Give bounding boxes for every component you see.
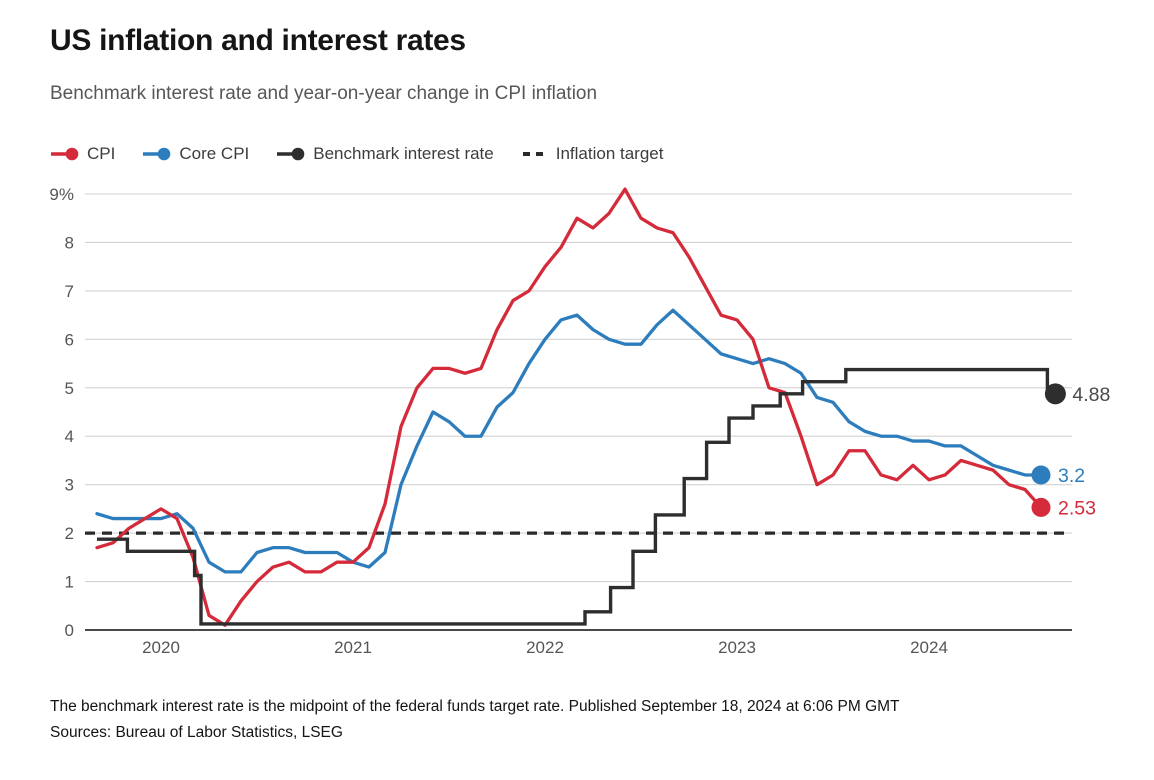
svg-text:2022: 2022 <box>526 638 564 657</box>
svg-text:2021: 2021 <box>334 638 372 657</box>
svg-text:2.53: 2.53 <box>1058 497 1096 519</box>
core-cpi-line-dot-icon <box>143 147 171 161</box>
cpi-line-dot-icon <box>51 147 79 161</box>
svg-text:7: 7 <box>65 282 74 301</box>
legend-label-inflation-target: Inflation target <box>555 144 664 163</box>
legend-item-benchmark: Benchmark interest rate <box>276 144 494 164</box>
svg-text:4.88: 4.88 <box>1072 384 1110 406</box>
legend-label-core-cpi: Core CPI <box>179 144 250 163</box>
svg-text:4: 4 <box>65 427 74 446</box>
page-subtitle: Benchmark interest rate and year-on-year… <box>50 83 598 104</box>
inflation-interest-rates-chart: 9% 8 7 6 5 4 3 2 1 0 2020 2021 2022 2023 2024 3.2 2.53 4.… <box>49 185 1110 657</box>
svg-text:9%: 9% <box>49 185 74 204</box>
svg-text:3: 3 <box>65 476 74 495</box>
svg-text:2: 2 <box>65 524 74 543</box>
svg-text:8: 8 <box>65 233 74 252</box>
benchmark-line-dot-icon <box>277 147 305 161</box>
inflation-target-dashes-icon <box>522 152 547 156</box>
legend-label-cpi: CPI <box>87 144 116 163</box>
legend: CPI Core CPI Benchmark interest rate Inf… <box>50 144 1154 164</box>
svg-text:2020: 2020 <box>142 638 180 657</box>
page-title: US inflation and interest rates <box>50 24 466 57</box>
chart-area: 9% 8 7 6 5 4 3 2 1 0 2020 2021 2022 2023 2024 3.2 2.53 4.… <box>0 179 1154 689</box>
chart-page: US inflation and interest rates Benchmar… <box>0 24 1154 780</box>
svg-text:0: 0 <box>65 621 74 640</box>
svg-text:6: 6 <box>65 330 74 349</box>
legend-item-cpi: CPI <box>50 144 115 164</box>
svg-text:2023: 2023 <box>718 638 756 657</box>
svg-text:2024: 2024 <box>910 638 948 657</box>
svg-text:5: 5 <box>65 379 74 398</box>
svg-text:1: 1 <box>65 573 74 592</box>
legend-item-inflation-target: Inflation target <box>521 144 664 164</box>
legend-item-core-cpi: Core CPI <box>142 144 249 164</box>
legend-label-benchmark: Benchmark interest rate <box>313 144 494 163</box>
svg-text:3.2: 3.2 <box>1058 465 1085 487</box>
chart-footnote: The benchmark interest rate is the midpo… <box>50 698 900 715</box>
chart-sources: Sources: Bureau of Labor Statistics, LSE… <box>50 723 343 741</box>
